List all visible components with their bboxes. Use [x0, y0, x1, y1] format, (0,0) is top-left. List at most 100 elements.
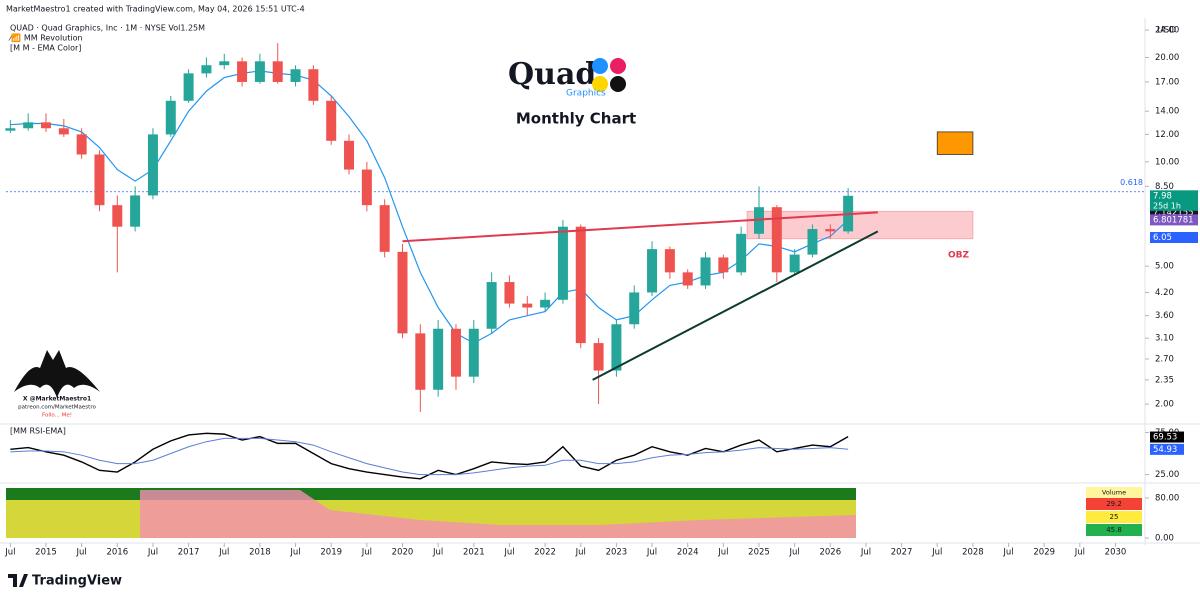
candle-body: [468, 328, 479, 377]
value-label: 69.53: [1153, 433, 1177, 443]
candle-body: [379, 205, 390, 252]
x-tick-label: Jul: [218, 548, 229, 558]
x-tick-label: 2015: [35, 548, 57, 558]
watermark: X @MarketMaestro1: [23, 396, 91, 403]
table-title: Volume: [1102, 489, 1126, 497]
x-tick-label: 2030: [1105, 548, 1127, 558]
x-tick-label: 2016: [106, 548, 128, 558]
price-label: 7.98: [1153, 191, 1172, 201]
y-tick-label: 2.35: [1155, 375, 1174, 385]
fib-label: 0.618: [1120, 178, 1143, 187]
x-tick-label: 2026: [819, 548, 841, 558]
x-tick-label: Jul: [789, 548, 800, 558]
candle-body: [593, 343, 604, 371]
y-tick-label: 20.00: [1155, 53, 1179, 63]
candle-body: [522, 303, 533, 308]
candle-body: [718, 257, 729, 273]
x-tick-label: Jul: [575, 548, 586, 558]
x-tick-label: 2019: [320, 548, 342, 558]
x-tick-label: Jul: [1074, 548, 1085, 558]
candle-body: [575, 226, 586, 344]
candle-body: [94, 154, 105, 206]
candle-body: [504, 282, 515, 304]
price-label-box: [1150, 190, 1198, 202]
table-cell: [1086, 498, 1142, 510]
y-tick-label: 4.20: [1155, 288, 1174, 298]
candle-body: [664, 249, 675, 273]
table-value: 45.8: [1106, 526, 1122, 534]
price-label-box: [1150, 231, 1198, 243]
candle-body: [825, 229, 836, 232]
value-label-box: [1150, 443, 1184, 455]
countdown-box: [1150, 200, 1198, 211]
x-tick-label: Jul: [4, 548, 15, 558]
candle-body: [415, 333, 426, 390]
candle-body: [254, 61, 265, 82]
x-tick-label: 2022: [534, 548, 556, 558]
y-tick-label: 80.00: [1155, 494, 1179, 504]
x-tick-label: Jul: [1002, 548, 1013, 558]
candle-body: [789, 254, 800, 273]
x-tick-label: 2023: [606, 548, 628, 558]
y-tick-label: 10.00: [1155, 157, 1179, 167]
candle-body: [557, 226, 568, 300]
pane-title: [MM RSI-EMA]: [10, 427, 66, 436]
countdown: 25d 1h: [1153, 201, 1181, 210]
candle-body: [5, 128, 16, 131]
resistance-line: [402, 211, 878, 243]
candle-body: [540, 299, 551, 308]
candle-body: [700, 257, 711, 286]
candle-body: [344, 140, 355, 170]
y-tick-label: 2.00: [1155, 400, 1174, 410]
price-label: 6.05: [1153, 233, 1172, 243]
x-tick-label: Jul: [860, 548, 871, 558]
price-label: 7.142155: [1153, 208, 1194, 218]
x-tick-label: Jul: [646, 548, 657, 558]
candle-body: [433, 328, 444, 390]
candle-body: [682, 272, 693, 286]
x-tick-label: Jul: [289, 548, 300, 558]
candle-body: [147, 134, 158, 196]
header-text: ⁄📶 MM Revolution: [8, 33, 83, 43]
candle-body: [41, 122, 51, 129]
watermark: patreon.com/MarketMaestro: [18, 405, 96, 411]
candle-body: [112, 205, 123, 227]
price-label-box: [1150, 207, 1198, 219]
candle-body: [201, 65, 212, 74]
x-tick-label: 2017: [178, 548, 200, 558]
candle-body: [611, 324, 622, 371]
watermark: Follo... Me!: [42, 413, 72, 419]
candle-body: [771, 207, 782, 273]
candle-body: [450, 328, 461, 377]
obz-zone: [746, 210, 974, 240]
candle-body: [361, 169, 372, 206]
candle-body: [130, 195, 141, 227]
y-tick-label: 0.00: [1155, 534, 1174, 544]
brand: TradingView: [32, 574, 122, 589]
x-tick-label: 2020: [392, 548, 414, 558]
candle-body: [219, 61, 230, 66]
y-tick-label: 24.00: [1155, 26, 1179, 36]
x-tick-label: Jul: [931, 548, 942, 558]
x-tick-label: 2024: [677, 548, 699, 558]
x-tick-label: Jul: [361, 548, 372, 558]
y-tick-label: 14.00: [1155, 107, 1179, 117]
table-cell: [1086, 511, 1142, 523]
y-tick-label: 5.00: [1155, 262, 1174, 272]
candle-body: [736, 233, 747, 273]
tradingview-logo: TradingView: [8, 574, 122, 589]
header-text: MarketMaestro1 created with TradingView.…: [6, 5, 305, 14]
candle-body: [486, 282, 497, 329]
candle-body: [165, 100, 176, 135]
candle-body: [807, 229, 818, 255]
table-value: 29.2: [1106, 500, 1122, 508]
x-tick-label: 2021: [463, 548, 485, 558]
candle-body: [237, 61, 248, 82]
table-value: 25: [1110, 513, 1119, 521]
y-tick-label: 12.00: [1155, 130, 1179, 140]
candle-body: [647, 249, 658, 293]
currency: USD: [1157, 26, 1176, 36]
table-header: [1086, 487, 1142, 498]
y-tick-label: 3.10: [1155, 334, 1174, 344]
